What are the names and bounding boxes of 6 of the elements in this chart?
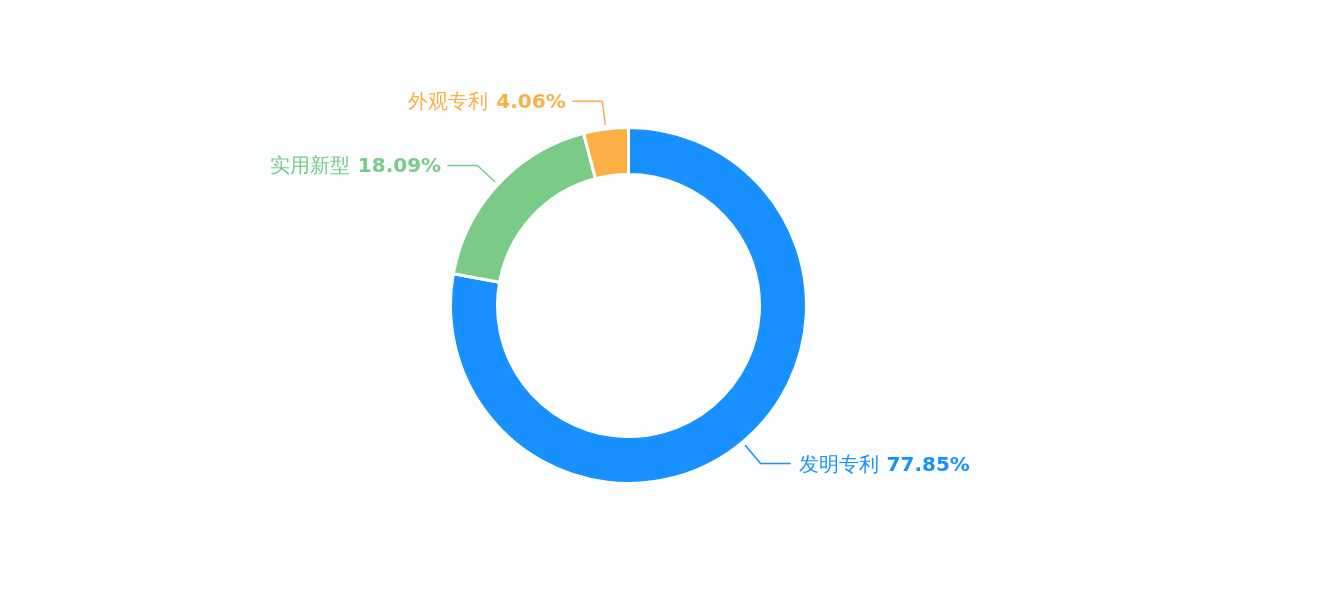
slice-label: 发明专利: [798, 451, 879, 476]
slice-label: 外观专利: [408, 89, 489, 114]
data-label: 4.06%: [496, 89, 566, 114]
data-label: 77.85%: [886, 451, 970, 476]
data-label: 18.09%: [357, 153, 442, 178]
slice-label: 实用新型: [269, 153, 350, 178]
